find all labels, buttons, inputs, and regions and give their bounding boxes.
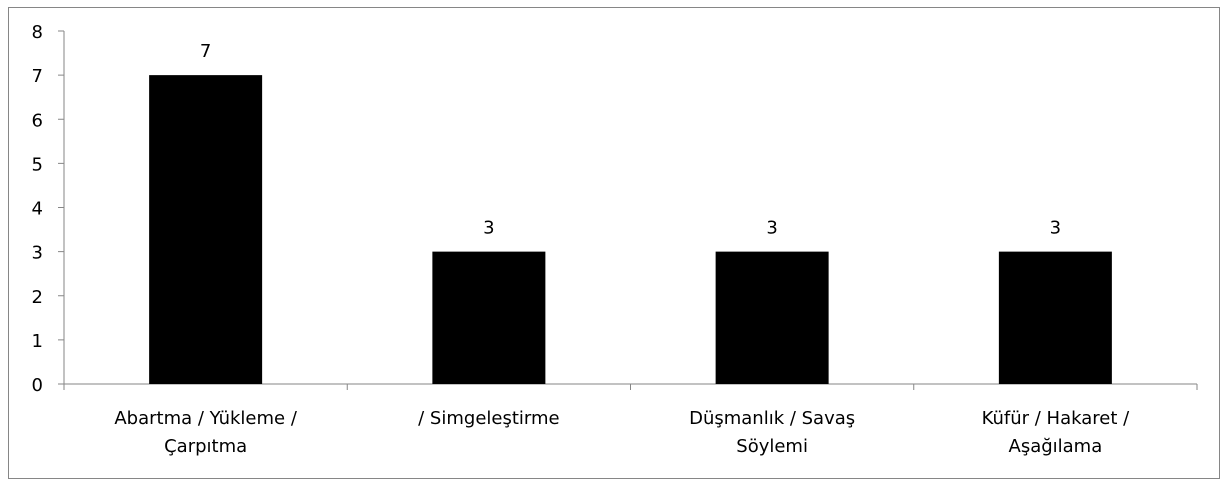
bars xyxy=(149,75,1112,384)
x-category-label-line: Çarpıtma xyxy=(164,436,247,457)
data-label: 7 xyxy=(200,41,211,62)
x-category-label-line: Söylemi xyxy=(736,436,808,457)
bar xyxy=(149,75,263,384)
bar xyxy=(715,251,829,384)
x-category-label-line: Abartma / Yükleme / xyxy=(114,408,297,429)
y-tick-label: 5 xyxy=(32,154,43,175)
x-category-label: Küfür / Hakaret / Aşağılama xyxy=(982,408,1131,457)
y-tick-label: 0 xyxy=(32,375,43,396)
y-axis: 0 1 2 3 4 5 6 7 8 xyxy=(32,22,65,396)
x-category-label-line: / Simgeleştirme xyxy=(418,408,559,429)
y-tick-label: 8 xyxy=(32,22,43,43)
y-tick-label: 1 xyxy=(32,331,43,352)
bar xyxy=(432,251,546,384)
y-tick-label: 4 xyxy=(32,199,43,220)
y-tick-label: 7 xyxy=(32,66,43,87)
data-label: 3 xyxy=(1050,218,1061,239)
x-category-label: / Simgeleştirme xyxy=(418,408,559,429)
x-category-label: Abartma / Yükleme / Çarpıtma xyxy=(114,408,297,457)
y-tick-label: 2 xyxy=(32,287,43,308)
x-category-label-line: Küfür / Hakaret / xyxy=(982,408,1131,429)
x-axis: Abartma / Yükleme / Çarpıtma / Simgeleştir… xyxy=(63,383,1198,457)
bar xyxy=(998,251,1112,384)
data-labels: 7 3 3 3 xyxy=(200,41,1061,239)
x-category-label: Düşmanlık / Savaş Söylemi xyxy=(689,408,855,457)
data-label: 3 xyxy=(766,218,777,239)
y-tick-label: 6 xyxy=(32,110,43,131)
data-label: 3 xyxy=(483,218,494,239)
x-category-label-line: Düşmanlık / Savaş xyxy=(689,408,855,429)
y-tick-label: 3 xyxy=(32,243,43,264)
x-category-label-line: Aşağılama xyxy=(1009,436,1103,457)
